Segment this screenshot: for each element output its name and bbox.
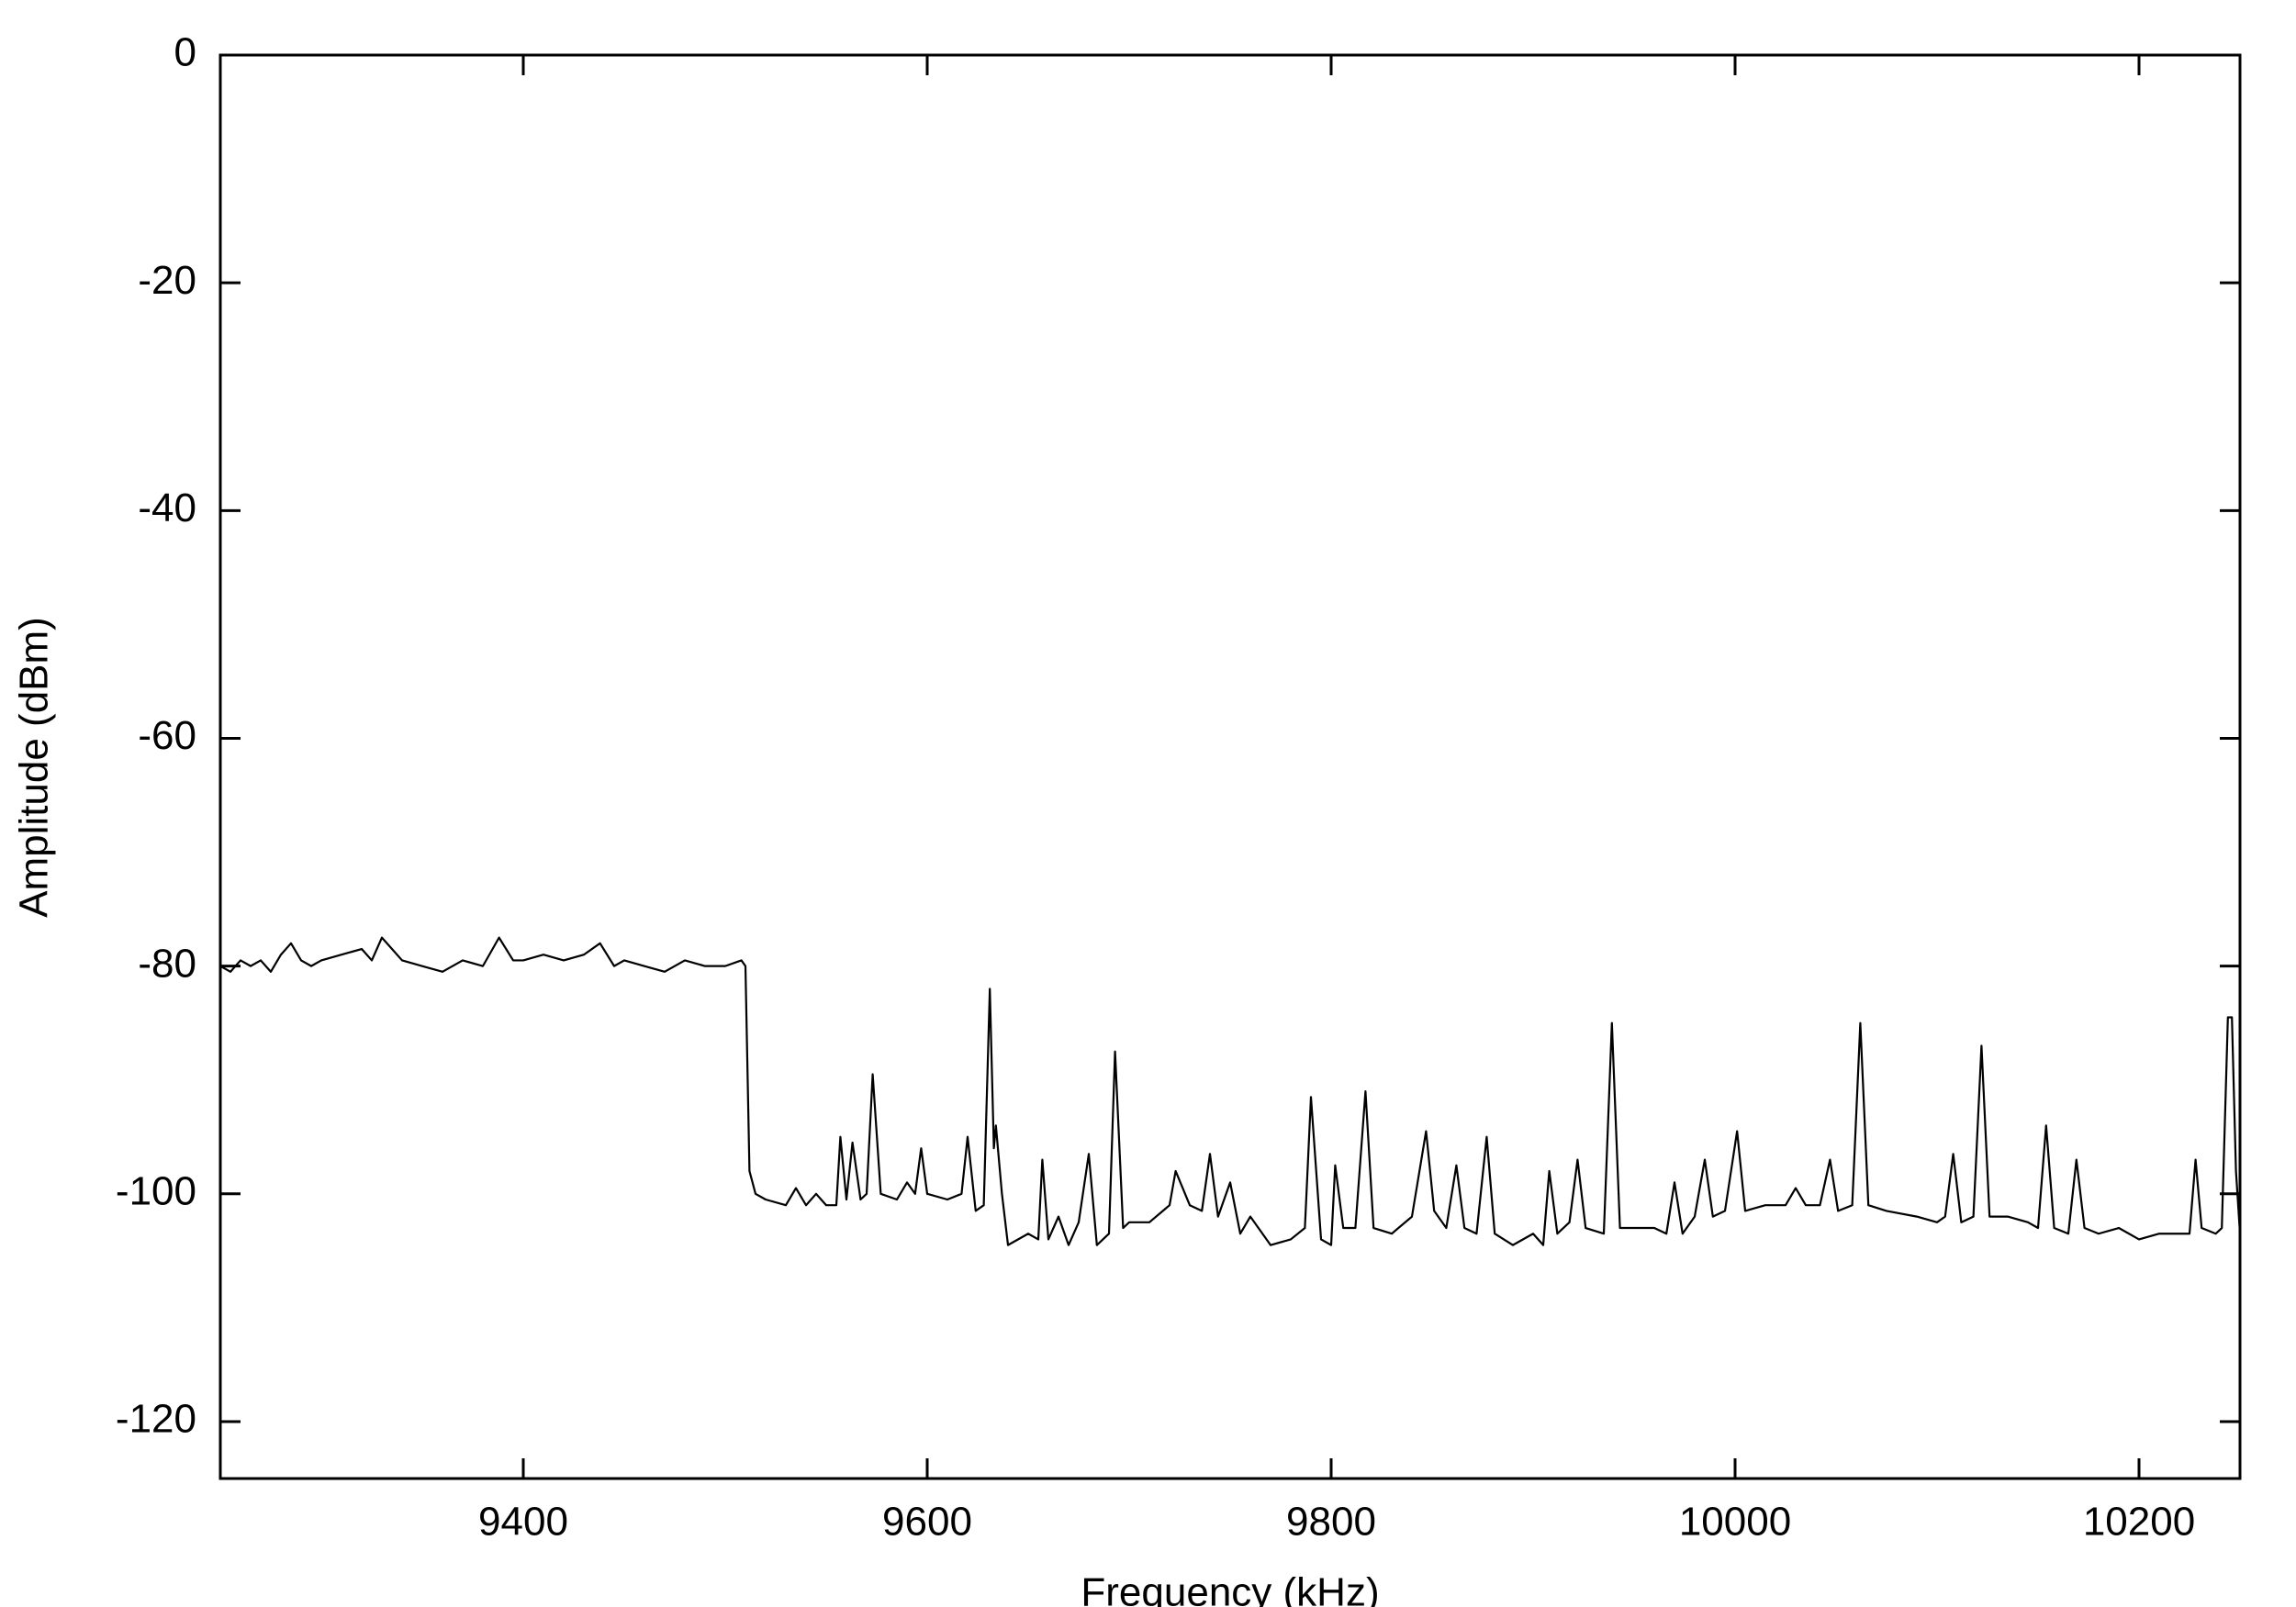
y-axis-label: Amplitude (dBm): [12, 617, 57, 918]
y-tick-label: -40: [138, 485, 196, 530]
x-tick-label: 9800: [1286, 1500, 1376, 1545]
x-tick-label: 10000: [1679, 1500, 1791, 1545]
data-line: [219, 936, 2242, 1246]
x-tick-label: 9600: [882, 1500, 972, 1545]
x-tick-label: 9400: [478, 1500, 568, 1545]
y-tick-label: -80: [138, 941, 196, 986]
x-axis-label: Frequency (kHz): [1081, 1570, 1379, 1607]
x-tick-label: 10200: [2083, 1500, 2195, 1545]
plot-frame: [218, 53, 2242, 1480]
y-tick-label: -120: [116, 1397, 196, 1442]
y-tick-label: -100: [116, 1168, 196, 1213]
y-tick-label: 0: [174, 30, 196, 75]
y-tick-label: -60: [138, 713, 196, 758]
y-tick-label: -20: [138, 258, 196, 303]
